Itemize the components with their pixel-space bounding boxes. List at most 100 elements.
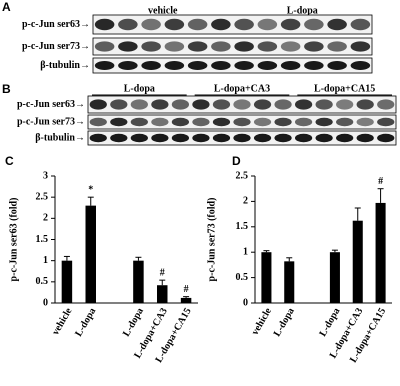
blot-band [377, 133, 395, 143]
blot-band [294, 99, 313, 110]
blot-row-label: β-tubulin→ [40, 60, 90, 71]
significance-marker: # [378, 176, 383, 187]
blot-band [211, 18, 231, 31]
panel-letter: D [232, 154, 241, 168]
blot-band [356, 99, 374, 110]
blot-band [130, 99, 148, 110]
y-tick-label: 0 [243, 297, 248, 308]
panel-letter: C [5, 154, 14, 168]
significance-marker: # [184, 284, 189, 295]
blot-band [350, 18, 371, 31]
blot-band [89, 99, 107, 110]
y-tick-label: 3 [43, 170, 48, 181]
blot-band [118, 61, 138, 70]
blot-band [164, 18, 185, 31]
blot-band [187, 18, 208, 31]
blot-band [304, 18, 324, 31]
blot-band [118, 41, 138, 52]
blot-band [280, 41, 301, 52]
bar [180, 297, 192, 303]
x-tick-label: L-dopa [317, 306, 342, 338]
blot-band [212, 99, 231, 110]
blot-band [294, 117, 313, 127]
y-axis-label: p-c-Jun ser63 (fold) [8, 198, 19, 282]
blot-band [118, 18, 138, 31]
blot-band [356, 117, 374, 127]
blot-band [257, 18, 278, 31]
blot-band [141, 61, 161, 70]
bar [157, 285, 168, 303]
blot-band [94, 41, 115, 52]
significance-marker: # [160, 267, 165, 278]
y-tick-label: 0 [43, 297, 48, 308]
blot-row-label: β-tubulin→ [35, 132, 85, 143]
blot-band [151, 133, 169, 143]
bar [284, 261, 295, 303]
y-tick-label: 1.5 [236, 221, 249, 232]
blot-band [130, 133, 148, 143]
bar [133, 260, 144, 303]
blot-band [141, 18, 161, 31]
blot-band [234, 61, 254, 70]
blot-group-label: L-dopa [287, 5, 318, 16]
blot-band [350, 41, 371, 52]
blot-band [110, 117, 128, 127]
panel-letter: A [2, 0, 11, 14]
blot-band [294, 133, 313, 143]
blot-row-label: p-c-Jun ser73→ [17, 116, 85, 127]
blot-strip [92, 57, 373, 74]
blot-band [164, 41, 185, 52]
bar [329, 252, 340, 303]
blot-band [94, 18, 115, 31]
blot-band [274, 133, 292, 143]
blot-band [89, 117, 107, 127]
blot-band [315, 99, 333, 110]
y-tick-label: 2 [43, 213, 48, 224]
blot-band [257, 41, 278, 52]
blot-band [274, 99, 292, 110]
blot-group-label: vehicle [148, 5, 178, 16]
x-tick-label: L-dopa [121, 306, 146, 338]
blot-band [110, 133, 128, 143]
blot-strip [92, 37, 373, 56]
blot-group-label: L-dopa+CA3 [214, 83, 270, 94]
blot-band [130, 117, 148, 127]
blot-band [304, 41, 324, 52]
blot-band [94, 61, 115, 70]
x-tick-label: vehicle [250, 306, 275, 337]
x-tick-label: L-dopa [272, 306, 297, 338]
blot-band [336, 133, 354, 143]
blot-band [336, 99, 354, 110]
blot-band [192, 99, 210, 110]
blot-band [253, 99, 272, 110]
blot-band [274, 117, 292, 127]
blot-band [89, 133, 107, 143]
blot-strip [92, 14, 373, 35]
blot-band [356, 133, 374, 143]
blot-band [280, 61, 301, 70]
blot-band [257, 61, 278, 70]
bar [85, 205, 96, 303]
bar [61, 260, 73, 303]
blot-band [192, 117, 210, 127]
blot-band [336, 117, 354, 127]
blot-band [377, 99, 395, 110]
y-tick-label: 2.5 [36, 191, 49, 202]
blot-band [171, 117, 190, 127]
y-tick-label: 2.5 [236, 170, 249, 181]
y-tick-label: 1 [243, 246, 248, 257]
blot-band [233, 99, 251, 110]
blot-band [151, 99, 169, 110]
y-axis-label: p-c-Jun ser73 (fold) [206, 198, 217, 282]
blot-band [234, 18, 254, 31]
blot-band [171, 133, 190, 143]
panel-letter: B [2, 82, 11, 96]
blot-band [151, 117, 169, 127]
blot-band [187, 61, 208, 70]
blot-row-label: p-c-Jun ser63→ [17, 99, 85, 110]
bar [375, 202, 386, 303]
bar [352, 220, 363, 303]
blot-band [304, 61, 324, 70]
y-tick-label: 1 [43, 255, 48, 266]
